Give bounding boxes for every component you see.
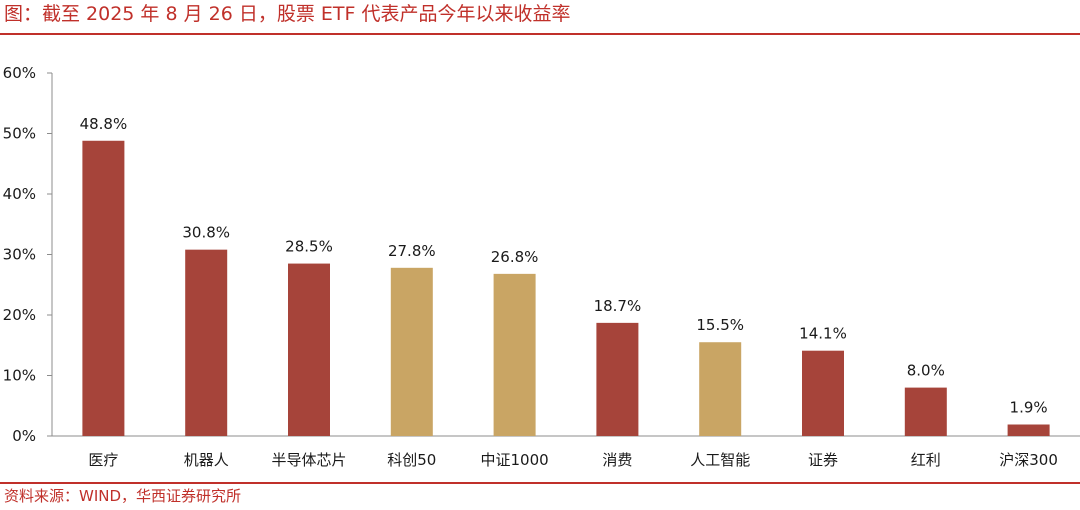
bar: [185, 249, 228, 436]
x-tick-label: 消费: [602, 451, 632, 469]
bar: [699, 342, 742, 436]
bar: [390, 267, 433, 436]
bar: [82, 140, 125, 436]
y-tick-label: 0%: [12, 427, 36, 445]
x-tick-label: 半导体芯片: [271, 451, 346, 469]
x-tick-label: 证券: [808, 451, 838, 469]
bar: [493, 273, 536, 436]
bar: [802, 350, 844, 436]
y-tick-label: 10%: [3, 367, 36, 385]
source-note: 资料来源：WIND，华西证券研究所: [4, 487, 242, 505]
source-divider: [0, 482, 1080, 484]
x-tick-label: 沪深300: [999, 451, 1058, 469]
data-label: 30.8%: [182, 224, 230, 242]
x-tick-label: 人工智能: [690, 451, 750, 469]
y-tick-label: 60%: [3, 64, 36, 82]
bar: [288, 263, 330, 436]
y-tick-label: 40%: [3, 185, 36, 203]
y-tick-label: 30%: [3, 246, 36, 264]
x-tick-label: 医疗: [88, 451, 118, 469]
bar: [596, 322, 639, 436]
x-tick-label: 中证1000: [481, 451, 549, 469]
bar: [904, 387, 947, 436]
data-label: 18.7%: [594, 297, 642, 315]
data-label: 48.8%: [80, 115, 128, 133]
bar: [1007, 424, 1050, 436]
x-tick-label: 科创50: [387, 451, 436, 469]
data-label: 15.5%: [696, 316, 744, 334]
y-tick-label: 50%: [3, 125, 36, 143]
chart-title: 图：截至 2025 年 8 月 26 日，股票 ETF 代表产品今年以来收益率: [4, 3, 571, 25]
data-label: 26.8%: [491, 248, 539, 266]
title-divider: [0, 33, 1080, 35]
data-label: 14.1%: [799, 325, 847, 343]
data-label: 28.5%: [285, 238, 333, 256]
data-label: 1.9%: [1010, 399, 1048, 417]
bar-chart: 0% 10% 20% 30% 40% 50% 60% 48.8% 医疗 30.8% 机器人 28.5%…: [3, 64, 1080, 469]
data-label: 27.8%: [388, 242, 436, 260]
x-tick-label: 机器人: [184, 451, 229, 469]
data-label: 8.0%: [907, 362, 945, 380]
x-tick-label: 红利: [911, 451, 941, 469]
y-tick-label: 20%: [3, 306, 36, 324]
